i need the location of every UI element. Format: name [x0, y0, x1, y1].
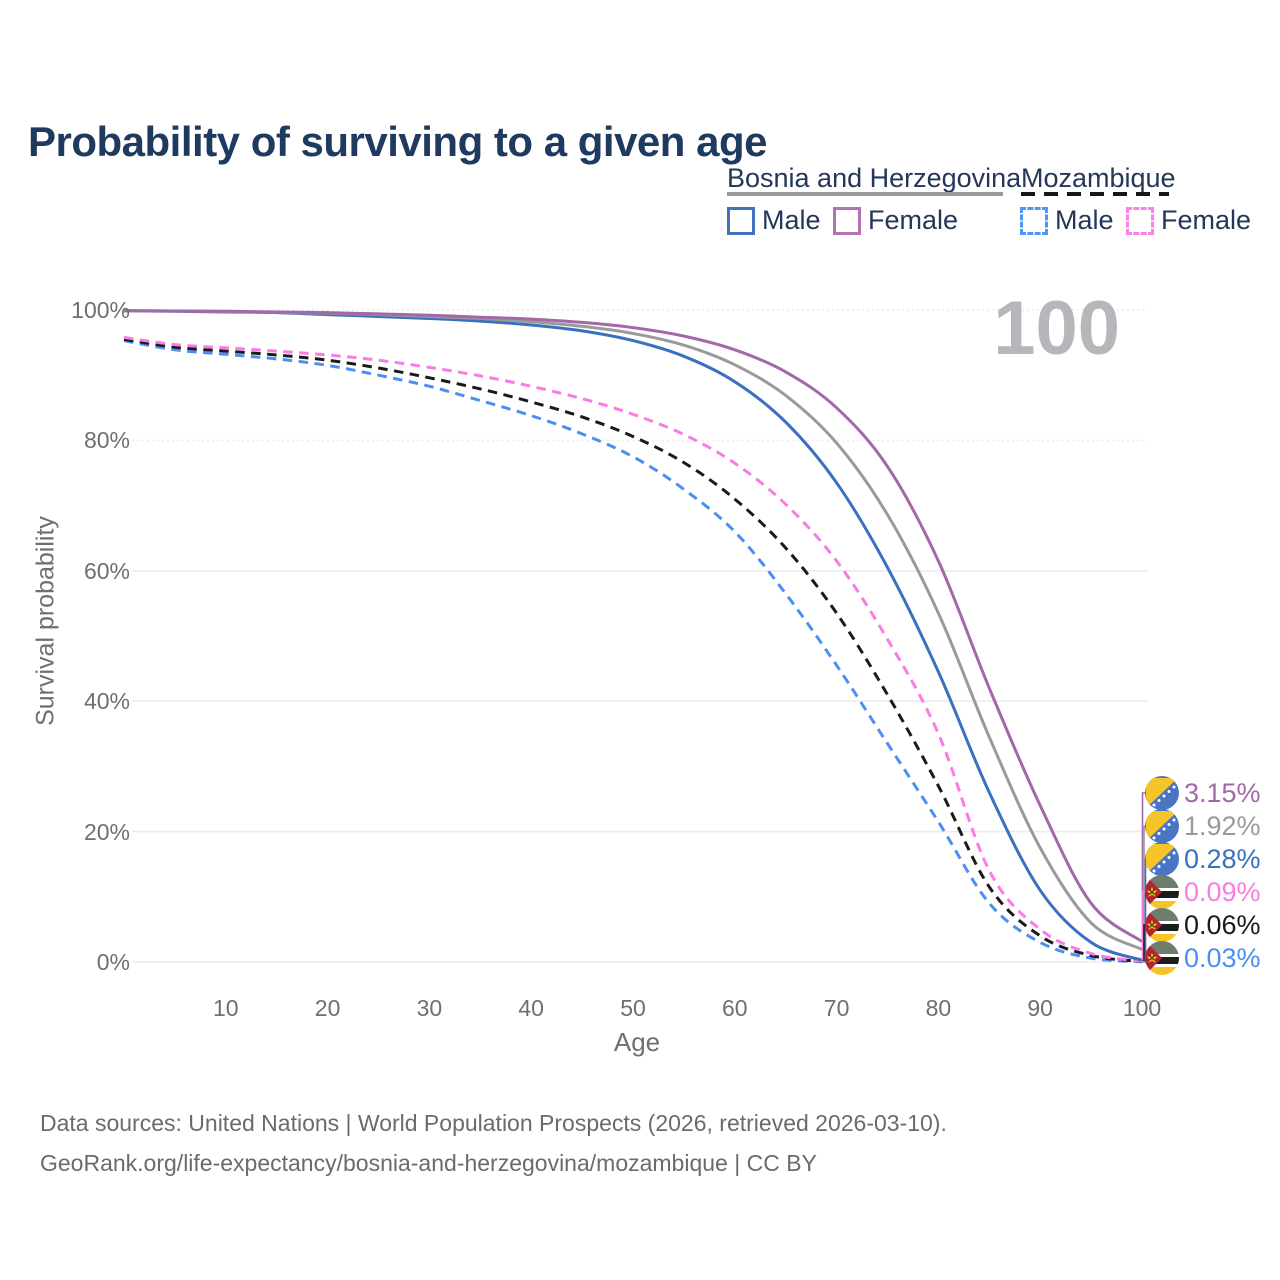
curve-bosnia-total [123, 309, 1143, 951]
y-tick-60: 60% [83, 557, 130, 584]
mozambique-flag-icon [1145, 875, 1179, 909]
legend-item-mozambique-female[interactable]: Female [1126, 205, 1251, 236]
bosnia-and-herzegovina-flag-icon [1145, 842, 1179, 876]
legend-swatch-dashed-pink-icon [1126, 206, 1154, 235]
end-label-value: 0.06% [1184, 909, 1261, 940]
mozambique-flag-icon [1145, 941, 1179, 975]
end-label-value: 0.28% [1184, 843, 1261, 874]
legend-item-label: Female [868, 205, 959, 235]
bosnia-and-herzegovina-flag-icon [1145, 776, 1179, 810]
end-label-value: 0.03% [1184, 942, 1261, 973]
x-tick-30: 30 [416, 995, 443, 1021]
x-axis-title: Age [613, 1027, 661, 1057]
legend-swatch-dashed-blue-icon [1020, 206, 1048, 235]
mozambique-flag-icon [1145, 908, 1179, 942]
bosnia-and-herzegovina-flag-icon [1145, 809, 1179, 843]
legend-swatch-solid-purple-icon [833, 206, 861, 235]
legend-item-label: Male [1055, 205, 1114, 235]
end-label-bosnia-female[interactable]: 3.15% [1145, 776, 1261, 810]
end-label-mozambique-total[interactable]: 0.06% [1145, 908, 1261, 942]
end-label-value: 0.09% [1184, 876, 1261, 907]
x-tick-10: 10 [213, 995, 239, 1021]
footer-data-sources: Data sources: United Nations | World Pop… [40, 1110, 947, 1136]
x-tick-90: 90 [1027, 995, 1053, 1021]
end-label-mozambique-male[interactable]: 0.03% [1145, 941, 1261, 975]
footer-attribution: GeoRank.org/life-expectancy/bosnia-and-h… [40, 1150, 817, 1176]
legend-item-label: Male [762, 205, 821, 235]
x-tick-80: 80 [925, 995, 952, 1021]
legend-item-mozambique-male[interactable]: Male [1020, 205, 1114, 236]
legend-item-label: Female [1161, 205, 1252, 235]
x-tick-100: 100 [1122, 995, 1162, 1021]
curve-bosnia-female [123, 309, 1143, 943]
x-tick-70: 70 [823, 995, 850, 1021]
legend-group-bosnia[interactable]: Bosnia and Herzegovina [727, 163, 1022, 193]
y-tick-100: 100% [71, 297, 130, 323]
legend-item-bosnia-male[interactable]: Male [727, 205, 821, 236]
page-title: Probability of surviving to a given age [28, 118, 767, 166]
curve-mozambique-male [123, 339, 1143, 964]
end-label-bosnia-male[interactable]: 0.28% [1145, 842, 1261, 876]
gridlines [132, 309, 1148, 963]
y-tick-20: 20% [83, 818, 130, 845]
end-label-bosnia-total[interactable]: 1.92% [1145, 809, 1261, 843]
curve-mozambique-female [123, 335, 1143, 963]
end-label-value: 1.92% [1184, 810, 1261, 841]
end-label-value: 3.15% [1184, 777, 1261, 808]
y-tick-40: 40% [83, 688, 130, 715]
legend-underline-solid [727, 192, 1003, 196]
legend-swatch-solid-blue-icon [727, 206, 755, 235]
age-watermark: 100 [993, 286, 1120, 371]
x-tick-50: 50 [620, 995, 646, 1021]
legend-item-bosnia-female[interactable]: Female [833, 205, 958, 236]
legend-underline-dashed [1021, 192, 1169, 196]
curve-mozambique-total [123, 337, 1143, 964]
x-tick-20: 20 [314, 995, 341, 1021]
y-tick-0: 0% [96, 949, 130, 975]
survival-curves [123, 309, 1143, 964]
legend-group-mozambique[interactable]: Mozambique [1021, 163, 1176, 193]
end-label-mozambique-female[interactable]: 0.09% [1145, 875, 1261, 909]
curve-bosnia-male [123, 309, 1143, 962]
x-tick-40: 40 [518, 995, 544, 1021]
x-tick-60: 60 [722, 995, 748, 1021]
y-tick-80: 80% [83, 427, 130, 454]
